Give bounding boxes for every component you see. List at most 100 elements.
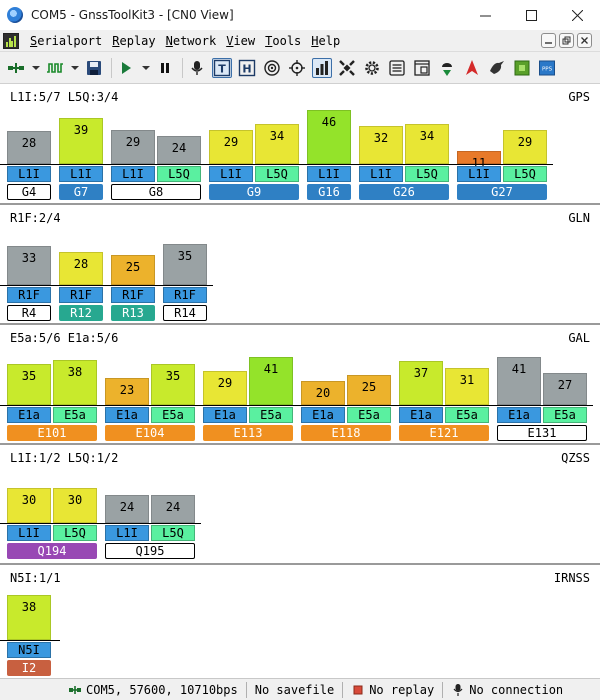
cn0-bar: 25 — [347, 375, 391, 405]
terminal-button[interactable] — [412, 58, 432, 78]
section-signal-summary: E5a:5/6 E1a:5/6 — [10, 331, 119, 345]
section-gln: R1F:2/4 GLN 33 R1F R4 28 R1F R12 25 R1F R13 35 R1F R1… — [0, 205, 600, 323]
pps-button[interactable]: PPS — [537, 58, 557, 78]
menu-help[interactable]: Help — [311, 33, 341, 48]
menu-tools[interactable]: Tools — [265, 33, 302, 48]
pps-label: PPS — [542, 66, 553, 72]
cn0-bar: 38 — [7, 595, 51, 640]
menu-serialport[interactable]: Serialport — [30, 33, 103, 48]
satellite-id: E104 — [105, 425, 195, 441]
signal-label: E1a — [105, 407, 149, 423]
rocket-button[interactable] — [462, 58, 482, 78]
bird-button[interactable] — [487, 58, 507, 78]
satellite-id: Q194 — [7, 543, 97, 559]
cn0-chart-icon — [316, 60, 328, 75]
cn0-bar: 34 — [405, 124, 449, 164]
restore-icon — [562, 36, 571, 45]
download-button[interactable] — [437, 58, 457, 78]
satellite-id: Q195 — [105, 543, 195, 559]
app-chart-icon[interactable] — [3, 32, 19, 49]
section-signal-summary: N5I:1/1 — [10, 571, 61, 585]
signal-label: L1I — [457, 166, 501, 182]
section-gps: L1I:5/7 L5Q:3/4 GPS 28 L1I G4 39 L1I G7 29 L1I 24 L… — [0, 84, 600, 203]
green-box-button[interactable] — [512, 58, 532, 78]
cn0-baseline — [0, 285, 213, 286]
terminal-icon — [414, 59, 430, 76]
mdi-restore-button[interactable] — [559, 33, 574, 48]
section-signal-summary: R1F:2/4 — [10, 211, 61, 225]
status-savefile: No savefile — [254, 682, 335, 697]
cn0-bar: 41 — [497, 357, 541, 405]
status-divider — [342, 681, 344, 698]
constellation-name: IRNSS — [553, 571, 590, 585]
mdi-close-button[interactable] — [577, 33, 592, 48]
satellite-button[interactable] — [337, 58, 357, 78]
cn0-bar: 34 — [255, 124, 299, 164]
satellite-id: I2 — [7, 660, 51, 676]
menu-network[interactable]: Network — [165, 33, 217, 48]
signal-label: L1I — [105, 525, 149, 541]
status-port: COM5, 57600, 10710bps — [86, 682, 238, 697]
cn0-bar: 35 — [151, 364, 195, 405]
signal-label: E5a — [151, 407, 195, 423]
connect-button[interactable] — [6, 58, 26, 78]
section-gal: E5a:5/6 E1a:5/6 GAL 35 E1a 38 E5a E101 23 E1a 35 E… — [0, 325, 600, 443]
constellation-name: GAL — [568, 331, 590, 345]
cn0-bar: 46 — [307, 110, 351, 164]
cn0-bar: 28 — [7, 131, 51, 164]
mdi-minimize-button[interactable] — [541, 33, 556, 48]
cn0-bar: 25 — [111, 255, 155, 285]
chevron-down-icon — [71, 65, 79, 70]
cn0-bar: 39 — [59, 118, 103, 164]
waveform-button[interactable] — [45, 58, 65, 78]
waveform-dropdown[interactable] — [70, 58, 80, 78]
cn0-bar: 41 — [249, 357, 293, 405]
cn0-bar: 24 — [151, 495, 195, 523]
satellite-id: E121 — [399, 425, 489, 441]
hex-view-button[interactable]: H — [237, 58, 257, 78]
status-replay: No replay — [369, 682, 435, 697]
section-signal-summary: L1I:1/2 L5Q:1/2 — [10, 451, 119, 465]
play-button[interactable] — [116, 58, 136, 78]
pause-button[interactable] — [155, 58, 175, 78]
save-icon — [87, 60, 101, 75]
maximize-button[interactable] — [508, 0, 554, 30]
settings-button[interactable] — [362, 58, 382, 78]
connect-icon — [8, 62, 24, 73]
signal-label: L1I — [7, 525, 51, 541]
menu-view[interactable]: View — [226, 33, 256, 48]
section-divider — [0, 443, 600, 445]
menu-replay[interactable]: Replay — [112, 33, 156, 48]
crosshair-icon — [289, 59, 305, 76]
signal-label: E5a — [53, 407, 97, 423]
cn0-bar: 31 — [445, 368, 489, 405]
connect-dropdown[interactable] — [31, 58, 41, 78]
signal-label: L1I — [359, 166, 403, 182]
microphone-button[interactable] — [187, 58, 207, 78]
cn0-bar: 27 — [543, 373, 587, 405]
text-view-button[interactable]: T — [212, 57, 232, 78]
section-divider — [0, 323, 600, 325]
satellite-id: E118 — [301, 425, 391, 441]
close-button[interactable] — [554, 0, 600, 30]
cn0-bar: 11 — [457, 151, 501, 170]
title-bar: COM5 - GnssToolKit3 - [CN0 View] — [0, 0, 600, 30]
minimize-icon — [545, 42, 552, 44]
section-divider — [0, 203, 600, 205]
signal-label: E5a — [445, 407, 489, 423]
signal-label: L5Q — [503, 166, 547, 182]
save-button[interactable] — [84, 58, 104, 78]
signal-label: E1a — [203, 407, 247, 423]
target-button[interactable] — [262, 58, 282, 78]
constellation-name: GPS — [568, 90, 590, 104]
list-button[interactable] — [387, 58, 407, 78]
close-icon — [581, 37, 588, 44]
cn0-chart-button[interactable] — [312, 57, 332, 78]
toolbar: T H PPS — [0, 52, 600, 84]
crosshair-button[interactable] — [287, 58, 307, 78]
download-icon — [442, 62, 452, 76]
minimize-button[interactable] — [462, 0, 508, 30]
globe-icon — [7, 7, 23, 23]
play-dropdown[interactable] — [141, 58, 151, 78]
constellation-name: QZSS — [561, 451, 590, 465]
